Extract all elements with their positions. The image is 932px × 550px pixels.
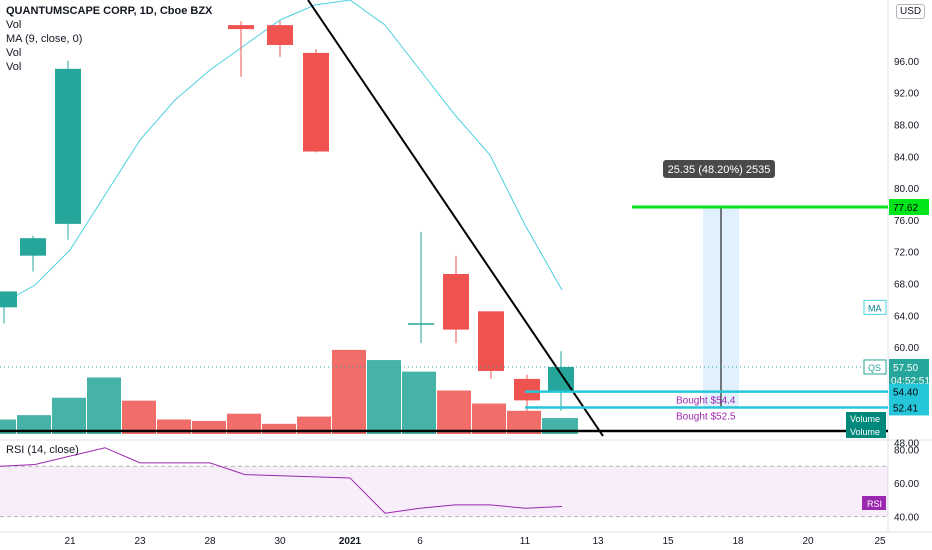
ma-line [0,0,563,306]
candle-body-3 [228,25,254,30]
ma-tag-bg [863,299,887,315]
last-price-bg [889,358,929,387]
time-tick-8: 15 [662,536,674,547]
price-tick-11: 92.00 [894,89,919,100]
ma-tag: MA [868,303,882,313]
volume-bar-9 [297,416,331,434]
trend-line [307,0,604,437]
qs-tag: QS [868,363,881,373]
volume-bar-8 [262,423,296,434]
chart-legend: QUANTUMSCAPE CORP, 1D, Cboe BZX Vol MA (… [6,4,212,74]
candle-body-0 [0,291,17,308]
candle-body-4 [267,25,293,45]
price-tick-9: 84.00 [894,152,919,163]
volume-bar-2 [52,397,86,434]
candle-body-2 [55,68,81,224]
time-tick-10: 20 [802,536,814,547]
legend-vol-1[interactable]: Vol [6,19,22,31]
candle-body-1 [20,238,46,256]
target-price-bg [889,199,929,216]
volume-tag-2-bg [846,425,886,438]
price-tick-8: 80.00 [894,184,919,195]
time-tick-1: 23 [134,536,146,547]
price-tick-3: 60.00 [894,343,919,354]
price-tick-4: 64.00 [894,311,919,322]
volume-tag-1-bg [846,412,886,425]
volume-bar-1 [17,415,51,434]
candle-body-6 [408,323,434,325]
volume-tag-2: Volume [850,427,880,437]
symbol-title[interactable]: QUANTUMSCAPE CORP, 1D, Cboe BZX [6,5,213,17]
price-tick-12: 96.00 [894,57,919,68]
last-price-label: 57.50 [893,363,918,374]
volume-bar-12 [402,371,436,434]
candle-body-9 [514,378,540,401]
time-tick-7: 13 [592,536,604,547]
time-tick-11: 25 [874,536,886,547]
level-2-bg [889,399,929,416]
rsi-band [0,466,888,517]
rsi-tag-bg [862,496,886,510]
time-tick-4: 2021 [339,536,362,547]
bought-label-1: Bought $54.4 [676,396,736,407]
rsi-tag: RSI [867,499,882,509]
candle-body-5 [303,52,329,152]
candle-body-8 [478,311,504,371]
qs-tag-bg [863,359,887,375]
measure-label: 25.35 (48.20%) 2535 [668,164,771,176]
time-tick-9: 18 [732,536,744,547]
volume-bar-3 [87,377,121,434]
bought-label-2: Bought $52.5 [676,411,736,422]
legend-vol-2[interactable]: Vol [6,47,22,59]
volume-bar-10 [332,349,366,434]
volume-bar-13 [437,390,471,434]
target-price-label: 77.62 [893,203,918,214]
time-tick-0: 21 [64,536,76,547]
price-tick-6: 72.00 [894,248,919,259]
currency-button[interactable]: USD [896,4,926,19]
price-tick-5: 68.00 [894,280,919,291]
level-2-label: 52.41 [893,403,918,414]
rsi-tick-2: 80.00 [894,445,919,456]
rsi-tick-1: 60.00 [894,479,919,490]
rsi-tick-0: 40.00 [894,513,919,524]
volume-bar-15 [507,410,541,434]
price-tick-10: 88.00 [894,121,919,132]
price-tick-0: 48.00 [894,439,919,450]
rsi-legend[interactable]: RSI (14, close) [6,444,79,456]
time-tick-2: 28 [204,536,216,547]
legend-ma[interactable]: MA (9, close, 0) [6,33,83,45]
measure-label-bg [663,160,775,178]
rsi-line [0,447,563,514]
time-tick-5: 6 [417,536,423,547]
volume-bar-14 [472,403,506,434]
volume-bar-4 [122,400,156,434]
candle-body-7 [443,273,469,330]
volume-tag-1: Volume [850,414,880,424]
countdown-label: 04:52:51 [891,376,930,387]
volume-bar-7 [227,413,261,434]
legend-vol-3[interactable]: Vol [6,61,22,73]
time-tick-6: 11 [520,536,531,547]
level-1-bg [889,383,929,400]
time-tick-3: 30 [274,536,286,547]
level-1-label: 54.40 [893,388,918,399]
price-tick-7: 76.00 [894,216,919,227]
volume-bar-11 [367,360,401,434]
